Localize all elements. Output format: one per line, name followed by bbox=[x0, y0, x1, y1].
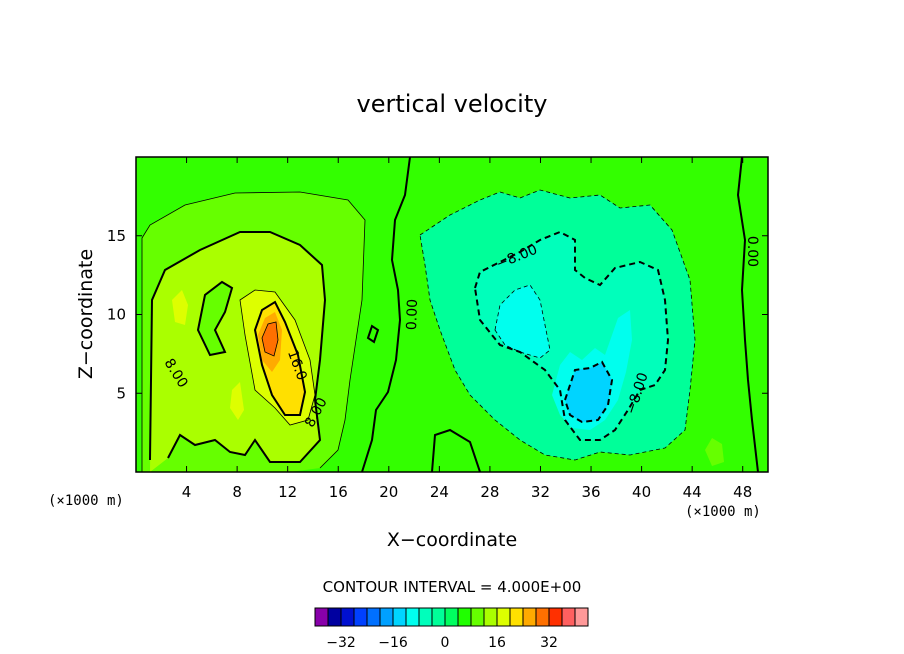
colorbar-cell bbox=[405, 607, 420, 627]
colorbar-cell bbox=[457, 607, 472, 627]
fill-level-minus12 bbox=[495, 285, 550, 358]
x-tick-label: 12 bbox=[278, 483, 297, 501]
x-tick-label: 8 bbox=[232, 483, 242, 501]
contour-16 bbox=[253, 300, 307, 416]
x-unit-label-right: (×1000 m) bbox=[685, 504, 761, 520]
colorbar-cell bbox=[561, 607, 576, 627]
x-tick-label: 20 bbox=[379, 483, 398, 501]
fill-patch-right bbox=[705, 438, 724, 466]
colorbar-cell bbox=[522, 607, 537, 627]
x-unit-label-left: (×1000 m) bbox=[48, 493, 124, 509]
colorbar-cell bbox=[548, 607, 563, 627]
colorbar-cell bbox=[314, 607, 329, 627]
x-axis-title: X−coordinate bbox=[387, 529, 517, 551]
fill-level-24 bbox=[262, 322, 278, 356]
fill-level-12-lower bbox=[230, 382, 244, 420]
y-tick-label: 10 bbox=[107, 306, 126, 324]
colorbar-tick-label: −16 bbox=[378, 635, 408, 651]
x-tick-label: 36 bbox=[581, 483, 600, 501]
colorbar-cell bbox=[509, 607, 524, 627]
colorbar-cell bbox=[535, 607, 550, 627]
x-tick-label: 4 bbox=[182, 483, 192, 501]
contour-minus4 bbox=[419, 189, 696, 461]
x-tick-label: 16 bbox=[329, 483, 348, 501]
colorbar-cell bbox=[379, 607, 394, 627]
contour-4 bbox=[141, 191, 366, 472]
chart-title: vertical velocity bbox=[357, 90, 548, 118]
colorbar-tick-label: 32 bbox=[540, 635, 558, 651]
x-axis-ticks: 4 8 12 16 20 24 28 32 36 40 44 48 bbox=[182, 157, 752, 501]
contour-24 bbox=[261, 321, 279, 357]
x-tick-label: 32 bbox=[531, 483, 550, 501]
contour-12 bbox=[239, 289, 316, 426]
y-axis-title: Z−coordinate bbox=[75, 249, 97, 379]
colorbar-cell bbox=[431, 607, 446, 627]
colorbar-cell bbox=[483, 607, 498, 627]
colorbar-cell bbox=[327, 607, 342, 627]
y-tick-label: 15 bbox=[107, 227, 126, 245]
colorbar-cell bbox=[444, 607, 459, 627]
y-tick-label: 5 bbox=[116, 384, 126, 402]
contour-minus8 bbox=[473, 230, 670, 441]
fill-level-12-small bbox=[172, 290, 188, 325]
x-tick-label: 28 bbox=[480, 483, 499, 501]
colorbar-cell bbox=[574, 607, 589, 627]
contour-minus16 bbox=[563, 360, 614, 424]
contour-zero-bottom bbox=[431, 428, 481, 472]
contour-minus12 bbox=[494, 284, 551, 359]
y-axis-ticks: 5 10 15 bbox=[107, 227, 768, 402]
colorbar-cell bbox=[366, 607, 381, 627]
colorbar-cell bbox=[418, 607, 433, 627]
contour-8 bbox=[149, 231, 327, 463]
x-tick-label: 40 bbox=[632, 483, 651, 501]
colorbar-cell bbox=[353, 607, 368, 627]
colorbar bbox=[314, 607, 589, 627]
colorbar-tick-label: −32 bbox=[326, 635, 356, 651]
x-tick-label: 24 bbox=[430, 483, 449, 501]
colorbar-labels: −32 −16 0 16 32 bbox=[326, 635, 558, 651]
contour-zero-middle bbox=[361, 157, 411, 472]
x-tick-label: 48 bbox=[733, 483, 752, 501]
colorbar-cell bbox=[470, 607, 485, 627]
contour-8-hole bbox=[196, 280, 234, 357]
contour-label: 0.00 bbox=[404, 299, 421, 331]
colorbar-cell bbox=[340, 607, 355, 627]
contour-label: 0.00 bbox=[744, 236, 760, 267]
contour-zero-right bbox=[736, 157, 759, 472]
contour-small-left bbox=[366, 324, 380, 344]
fill-level-8-hole bbox=[198, 282, 232, 355]
colorbar-tick-label: 16 bbox=[488, 635, 506, 651]
colorbar-tick-label: 0 bbox=[441, 635, 450, 651]
contour-lines bbox=[141, 157, 759, 472]
plot-area: 8.00 16.08.000.00−8.00−8.000.00 bbox=[135, 156, 769, 473]
contour-fills bbox=[142, 190, 724, 472]
x-tick-label: 44 bbox=[683, 483, 702, 501]
colorbar-cell bbox=[496, 607, 511, 627]
contour-interval-note: CONTOUR INTERVAL = 4.000E+00 bbox=[323, 578, 582, 596]
fill-level-minus16 bbox=[565, 362, 612, 422]
colorbar-cell bbox=[392, 607, 407, 627]
